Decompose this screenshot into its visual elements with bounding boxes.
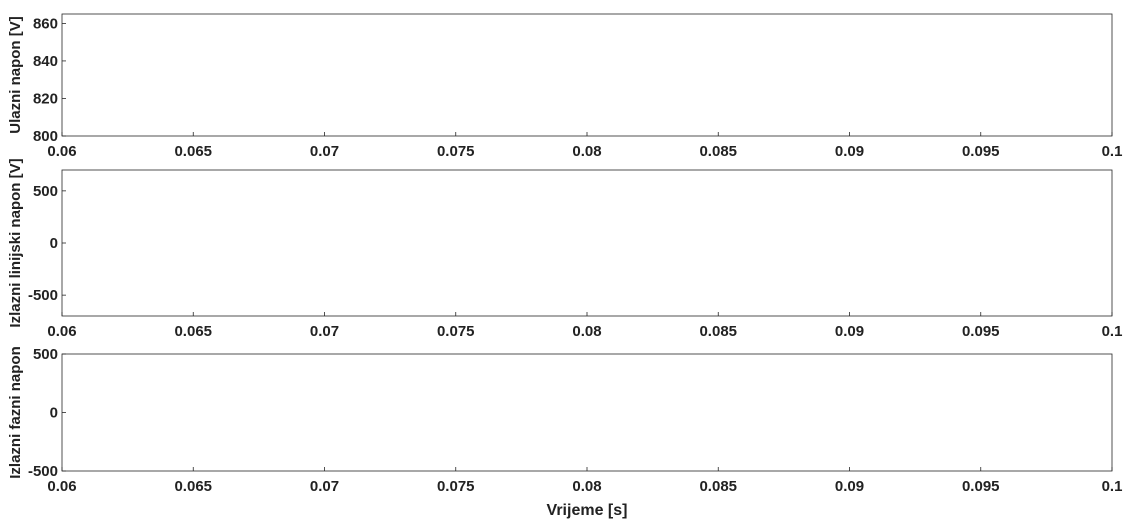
x-tick-label: 0.1 <box>1102 323 1123 340</box>
x-tick-label: 0.075 <box>437 478 475 495</box>
x-tick-label: 0.09 <box>835 323 864 340</box>
y-tick-label: 820 <box>33 90 58 107</box>
x-tick-label: 0.095 <box>962 143 1000 160</box>
x-tick-label: 0.09 <box>835 478 864 495</box>
chart-panel-1: 0.06 0.065 0.07 0.075 0.08 0.085 0.09 0.095 0.1 8… <box>7 13 1123 160</box>
x-tick-label: 0.075 <box>437 143 475 160</box>
axes-frame <box>61 13 1113 137</box>
x-tick-label: 0.07 <box>310 143 339 160</box>
y-tick-label: -500 <box>28 463 58 480</box>
x-tick-label: 0.08 <box>572 143 601 160</box>
x-tick-label: 0.08 <box>572 323 601 340</box>
y-tick-label: 0 <box>50 235 58 252</box>
x-tick-label: 0.06 <box>47 323 76 340</box>
x-tick-label: 0.06 <box>47 478 76 495</box>
y-tick-label: 800 <box>33 128 58 145</box>
y-tick-label: -500 <box>28 287 58 304</box>
x-tick-label: 0.095 <box>962 478 1000 495</box>
x-axis-label: Vrijeme [s] <box>547 502 628 519</box>
x-tick-label: 0.095 <box>962 323 1000 340</box>
x-tick-label: 0.09 <box>835 143 864 160</box>
y-tick-label: 500 <box>33 183 58 200</box>
x-tick-label: 0.08 <box>572 478 601 495</box>
chart-panel-2: 0.06 0.065 0.07 0.075 0.08 0.085 0.09 0.095 0.1 -… <box>7 158 1122 340</box>
x-tick-label: 0.06 <box>47 143 76 160</box>
axes-frame <box>61 353 1113 472</box>
x-tick-label: 0.085 <box>699 143 737 160</box>
y-tick-label: 860 <box>33 15 58 32</box>
x-tick-label: 0.1 <box>1102 143 1123 160</box>
y-tick-label: 0 <box>50 405 58 422</box>
y-axis-label: Izlazni linijski napon [V] <box>7 158 24 327</box>
x-tick-label: 0.07 <box>310 478 339 495</box>
x-tick-label: 0.065 <box>174 478 212 495</box>
y-tick-label: 840 <box>33 53 58 70</box>
x-tick-label: 0.065 <box>174 323 212 340</box>
x-tick-label: 0.085 <box>699 323 737 340</box>
y-tick-label: 500 <box>33 346 58 363</box>
x-tick-label: 0.075 <box>437 323 475 340</box>
x-tick-label: 0.07 <box>310 323 339 340</box>
y-axis-label: Izlazni fazni napon <box>7 346 24 479</box>
axes-frame <box>61 169 1113 317</box>
x-tick-label: 0.085 <box>699 478 737 495</box>
x-tick-label: 0.1 <box>1102 478 1123 495</box>
chart-panel-3: 0.06 0.065 0.07 0.075 0.08 0.085 0.09 0.095 0.1 -… <box>7 346 1122 519</box>
y-axis-label: Ulazni napon [V] <box>7 16 24 134</box>
x-tick-label: 0.065 <box>174 143 212 160</box>
